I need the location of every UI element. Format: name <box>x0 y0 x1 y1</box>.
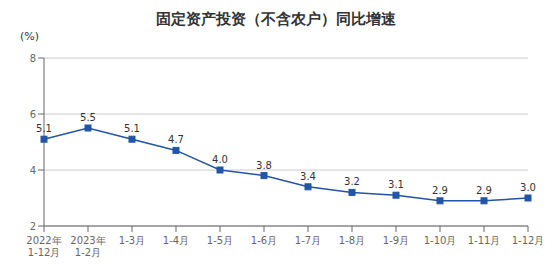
svg-text:2.9: 2.9 <box>432 185 448 196</box>
svg-text:6: 6 <box>30 109 36 120</box>
svg-text:3.0: 3.0 <box>520 182 536 193</box>
svg-text:1-8月: 1-8月 <box>339 235 365 246</box>
svg-text:5.5: 5.5 <box>80 112 96 123</box>
svg-text:4: 4 <box>30 165 36 176</box>
svg-text:2.9: 2.9 <box>476 185 492 196</box>
svg-text:8: 8 <box>30 53 36 64</box>
svg-text:5.1: 5.1 <box>124 123 140 134</box>
svg-text:1-10月: 1-10月 <box>424 235 457 246</box>
svg-text:2: 2 <box>30 221 36 232</box>
svg-text:3.2: 3.2 <box>344 176 360 187</box>
svg-text:1-4月: 1-4月 <box>163 235 189 246</box>
svg-text:2022年1-12月: 2022年1-12月 <box>26 235 61 258</box>
svg-text:1-6月: 1-6月 <box>251 235 277 246</box>
html-text:固定资产投资（不含农户）同比增速: 固定资产投资（不含农户）同比增速 <box>156 10 396 28</box>
svg-text:3.4: 3.4 <box>300 171 316 182</box>
svg-text:1-9月: 1-9月 <box>383 235 409 246</box>
svg-text:1-12月: 1-12月 <box>512 235 544 246</box>
svg-text:3.1: 3.1 <box>388 179 404 190</box>
svg-text:1-5月: 1-5月 <box>207 235 233 246</box>
svg-text:1-11月: 1-11月 <box>468 235 501 246</box>
svg-text:4.0: 4.0 <box>212 154 228 165</box>
svg-text:3.8: 3.8 <box>256 160 272 171</box>
svg-text:2023年1-2月: 2023年1-2月 <box>70 235 105 258</box>
svg-text:5.1: 5.1 <box>36 123 52 134</box>
svg-text:4.7: 4.7 <box>168 134 184 145</box>
svg-text:1-3月: 1-3月 <box>119 235 145 246</box>
svg-text:1-7月: 1-7月 <box>295 235 321 246</box>
